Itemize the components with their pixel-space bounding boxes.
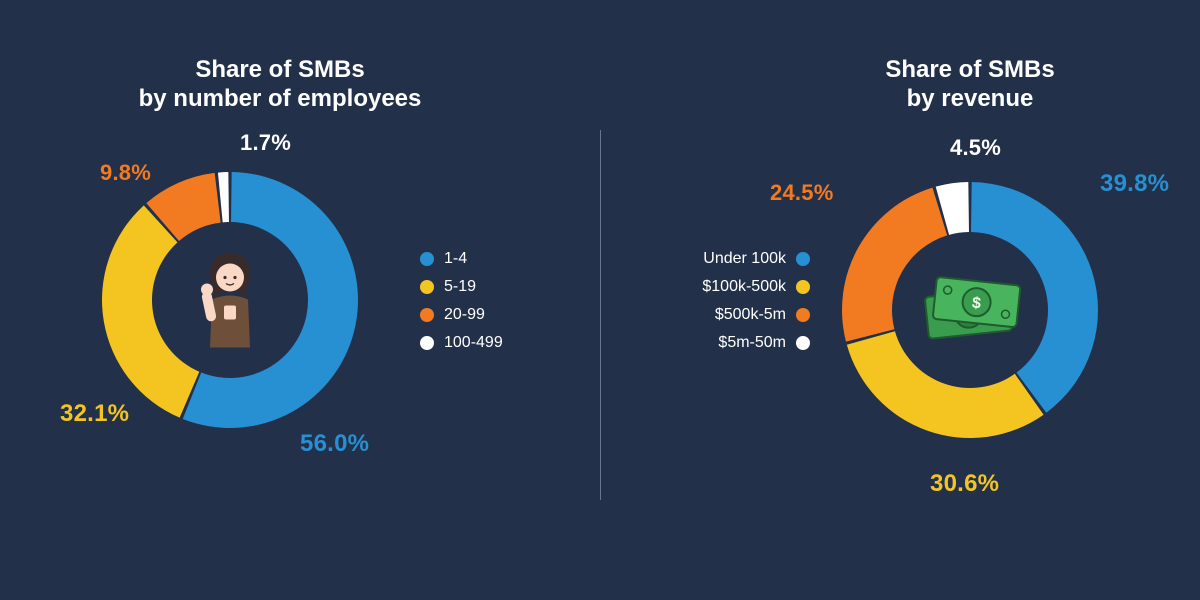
legend-label: 5-19 — [444, 278, 476, 296]
employees-title-line1: Share of SMBs — [195, 56, 364, 83]
donut-slice — [102, 205, 199, 417]
legend-item: 20-99 — [420, 306, 503, 324]
panel-divider — [600, 130, 601, 500]
legend-dot — [420, 280, 434, 294]
slice-value-label: 24.5% — [770, 180, 833, 206]
legend-item: $5m-50m — [630, 334, 810, 352]
revenue-title: Share of SMBs by revenue — [810, 56, 1130, 114]
legend-label: 20-99 — [444, 306, 485, 324]
legend-dot — [420, 336, 434, 350]
slice-value-label: 1.7% — [240, 130, 291, 156]
legend-item: 100-499 — [420, 334, 503, 352]
legend-item: 1-4 — [420, 250, 503, 268]
legend-dot — [796, 280, 810, 294]
employees-donut — [90, 160, 370, 440]
legend-label: $5m-50m — [718, 334, 786, 352]
legend-label: $500k-5m — [715, 306, 786, 324]
revenue-title-line2: by revenue — [907, 85, 1034, 112]
slice-value-label: 4.5% — [950, 135, 1001, 161]
revenue-donut: $ $ — [830, 170, 1110, 450]
slice-value-label: 30.6% — [930, 470, 999, 498]
slice-value-label: 9.8% — [100, 160, 151, 186]
legend-dot — [420, 308, 434, 322]
employees-title-line2: by number of employees — [139, 85, 422, 112]
legend-dot — [796, 252, 810, 266]
svg-text:$: $ — [971, 295, 982, 313]
legend-label: Under 100k — [703, 250, 786, 268]
legend-item: $100k-500k — [630, 278, 810, 296]
legend-dot — [796, 336, 810, 350]
legend-label: 1-4 — [444, 250, 467, 268]
legend-dot — [420, 252, 434, 266]
legend-item: 5-19 — [420, 278, 503, 296]
legend-dot — [796, 308, 810, 322]
employees-panel: Share of SMBs by number of employees — [0, 0, 600, 600]
slice-value-label: 56.0% — [300, 430, 369, 458]
slice-value-label: 32.1% — [60, 400, 129, 428]
legend-label: 100-499 — [444, 334, 503, 352]
person-icon — [188, 248, 272, 353]
money-icon: $ $ — [910, 263, 1030, 358]
legend-item: $500k-5m — [630, 306, 810, 324]
employees-legend: 1-4 5-19 20-99 100-499 — [420, 250, 503, 362]
legend-label: $100k-500k — [702, 278, 786, 296]
legend-item: Under 100k — [630, 250, 810, 268]
revenue-legend: Under 100k $100k-500k $500k-5m $5m-50m — [630, 250, 810, 362]
employees-title: Share of SMBs by number of employees — [90, 56, 470, 114]
slice-value-label: 39.8% — [1100, 170, 1169, 198]
revenue-panel: Share of SMBs by revenue $ $ — [600, 0, 1200, 600]
revenue-title-line1: Share of SMBs — [885, 56, 1054, 83]
